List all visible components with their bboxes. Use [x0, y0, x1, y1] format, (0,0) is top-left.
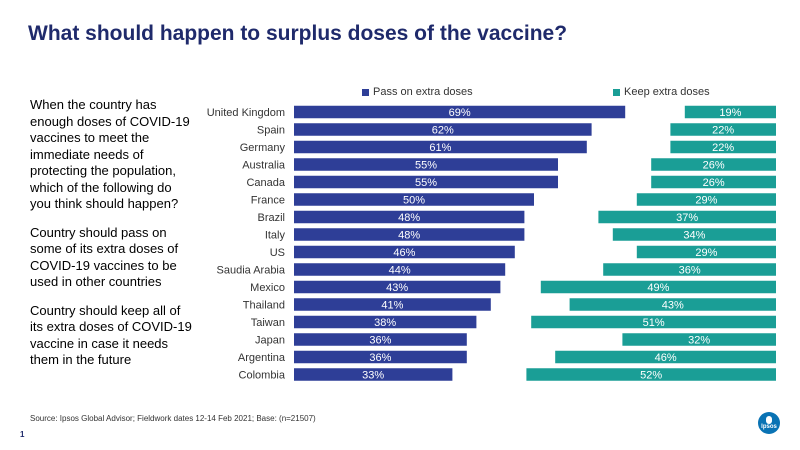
bar-keep	[531, 315, 776, 329]
data-label-pass: 36%	[369, 352, 391, 364]
logo-mark-icon	[766, 416, 772, 424]
data-label-keep: 46%	[655, 352, 677, 364]
data-label-keep: 52%	[640, 370, 662, 382]
category-label: Mexico	[250, 282, 285, 294]
bar-pass	[294, 158, 558, 171]
data-label-pass: 46%	[393, 247, 415, 259]
bar-pass	[294, 140, 587, 154]
category-label: Japan	[255, 335, 285, 347]
bar-keep	[555, 350, 776, 364]
data-label-pass: 55%	[415, 160, 437, 172]
data-label-pass: 48%	[398, 230, 420, 242]
data-label-pass: 50%	[403, 195, 425, 207]
data-label-keep: 29%	[695, 195, 717, 207]
legend-item-keep: Keep extra doses	[613, 86, 710, 98]
data-label-keep: 36%	[679, 265, 701, 277]
data-label-pass: 55%	[415, 177, 437, 189]
ipsos-logo: Ipsos	[758, 412, 780, 434]
bar-keep	[603, 263, 776, 276]
category-label: Italy	[265, 230, 286, 242]
category-label: US	[270, 247, 285, 259]
bar-keep	[651, 175, 776, 189]
bar-keep	[612, 228, 776, 241]
bar-pass	[294, 228, 525, 241]
data-label-keep: 19%	[719, 107, 741, 119]
bar-pass	[294, 280, 501, 294]
bar-keep	[684, 105, 776, 119]
data-label-keep: 29%	[695, 247, 717, 259]
option-keep-text: Country should keep all of its extra dos…	[30, 302, 192, 368]
category-label: Thailand	[243, 300, 285, 312]
source-note: Source: Ipsos Global Advisor; Fieldwork …	[30, 414, 316, 423]
data-label-keep: 22%	[712, 125, 734, 137]
bar-pass	[294, 350, 467, 364]
category-label: Germany	[240, 142, 286, 154]
data-label-pass: 61%	[429, 142, 451, 154]
bar-keep	[526, 368, 776, 381]
data-label-pass: 48%	[398, 212, 420, 224]
bar-pass	[294, 193, 534, 206]
question-text: When the country has enough doses of COV…	[30, 97, 195, 381]
category-label: United Kingdom	[207, 107, 285, 119]
bar-keep	[670, 140, 776, 154]
bar-pass	[294, 123, 592, 136]
bar-pass	[294, 368, 453, 381]
data-label-keep: 49%	[647, 282, 669, 294]
bar-keep	[540, 280, 776, 294]
data-label-keep: 26%	[703, 160, 725, 172]
bar-keep	[670, 123, 776, 136]
page-title: What should happen to surplus doses of t…	[28, 22, 568, 45]
bar-keep	[622, 333, 776, 346]
bar-keep	[569, 298, 776, 311]
bar-pass	[294, 298, 491, 311]
bar-pass	[294, 315, 477, 329]
data-label-keep: 43%	[662, 300, 684, 312]
data-label-pass: 69%	[449, 107, 471, 119]
data-label-pass: 62%	[432, 125, 454, 137]
legend-label-keep: Keep extra doses	[624, 86, 710, 98]
legend-swatch-pass	[362, 88, 369, 96]
data-label-pass: 41%	[381, 300, 403, 312]
bar-pass	[294, 333, 467, 346]
legend-swatch-keep	[613, 88, 620, 96]
data-label-keep: 37%	[676, 212, 698, 224]
data-label-keep: 22%	[712, 142, 734, 154]
data-label-pass: 44%	[389, 265, 411, 277]
bar-pass	[294, 245, 515, 259]
data-label-pass: 33%	[362, 370, 384, 382]
data-label-keep: 51%	[643, 317, 665, 329]
category-label: Colombia	[239, 370, 286, 382]
legend-item-pass: Pass on extra doses	[362, 86, 473, 98]
page-number: 1	[20, 430, 25, 439]
bar-keep	[636, 245, 776, 259]
data-label-pass: 38%	[374, 317, 396, 329]
category-label: Taiwan	[251, 317, 285, 329]
legend-label-pass: Pass on extra doses	[373, 86, 473, 98]
category-label: Brazil	[257, 212, 285, 224]
category-label: Argentina	[238, 352, 286, 364]
category-label: Spain	[257, 125, 285, 137]
category-label: Australia	[242, 160, 286, 172]
bar-keep	[598, 210, 776, 224]
bar-pass	[294, 105, 626, 119]
data-label-keep: 32%	[688, 335, 710, 347]
data-label-keep: 26%	[703, 177, 725, 189]
bar-keep	[636, 193, 776, 206]
category-label: Canada	[246, 177, 285, 189]
bar-pass	[294, 210, 525, 224]
category-label: France	[251, 195, 285, 207]
data-label-keep: 34%	[683, 230, 705, 242]
data-label-pass: 43%	[386, 282, 408, 294]
data-label-pass: 36%	[369, 335, 391, 347]
bar-pass	[294, 263, 506, 276]
logo-text: Ipsos	[761, 424, 777, 430]
bar-keep	[651, 158, 776, 171]
question-intro: When the country has enough doses of COV…	[30, 97, 190, 211]
option-pass-text: Country should pass on some of its extra…	[30, 224, 179, 290]
bar-pass	[294, 175, 558, 189]
category-label: Saudia Arabia	[217, 265, 286, 277]
